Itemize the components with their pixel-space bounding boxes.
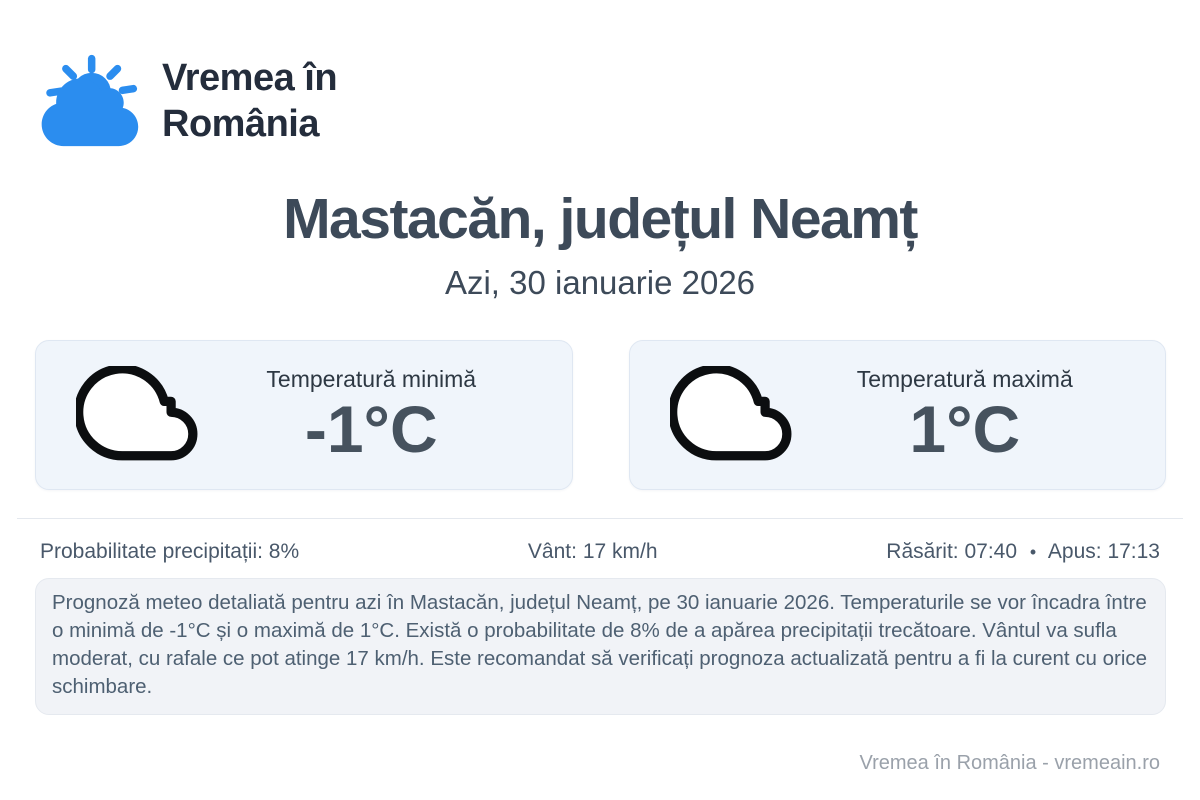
wind-label: Vânt: [527,540,577,563]
cloud-icon [74,364,201,464]
sun-behind-cloud-icon [40,52,140,152]
temperature-cards: Temperatură minimă -1°C Temperatură maxi… [35,340,1166,490]
min-temperature-value: -1°C [304,391,438,466]
footer-credit: Vremea în România - vremeain.ro [859,752,1161,774]
precipitation-stat: Probabilitate precipitații: 8% [40,540,299,564]
max-temperature-card: Temperatură maximă 1°C [628,340,1166,490]
brand-name-line2: România [162,103,319,145]
sun-times-stat: Răsărit: 07:40 • Apus: 17:13 [886,540,1160,564]
divider [17,518,1183,519]
precipitation-label: Probabilitate precipitații: [40,540,263,563]
min-temperature-label: Temperatură minimă [266,365,477,392]
precipitation-value: 8% [268,540,300,563]
brand-logo[interactable]: Vremea în România [40,52,338,152]
min-temperature-text: Temperatură minimă -1°C [201,366,572,464]
sunrise-label: Răsărit: [886,540,959,563]
max-temperature-value: 1°C [909,391,1021,466]
cloud-icon [667,364,795,464]
max-temperature-text: Temperatură maximă 1°C [795,366,1166,464]
min-temperature-card: Temperatură minimă -1°C [35,340,573,490]
sunrise-value: 07:40 [964,540,1018,563]
wind-value: 17 km/h [582,540,658,563]
forecast-summary: Prognoză meteo detaliată pentru azi în M… [35,578,1166,715]
max-temperature-label: Temperatură maximă [856,365,1073,392]
brand-name: Vremea în România [162,56,338,147]
sunset-value: 17:13 [1107,540,1160,563]
page-subtitle: Azi, 30 ianuarie 2026 [444,264,756,301]
bullet-separator: • [1029,542,1037,562]
sunset-label: Apus: [1047,540,1102,563]
page-title: Mastacăn, județul Neamț [283,187,918,251]
brand-name-line1: Vremea în [162,57,338,100]
stats-row: Probabilitate precipitații: 8% Vânt: 17 … [40,540,1160,564]
wind-stat: Vânt: 17 km/h [528,540,658,564]
